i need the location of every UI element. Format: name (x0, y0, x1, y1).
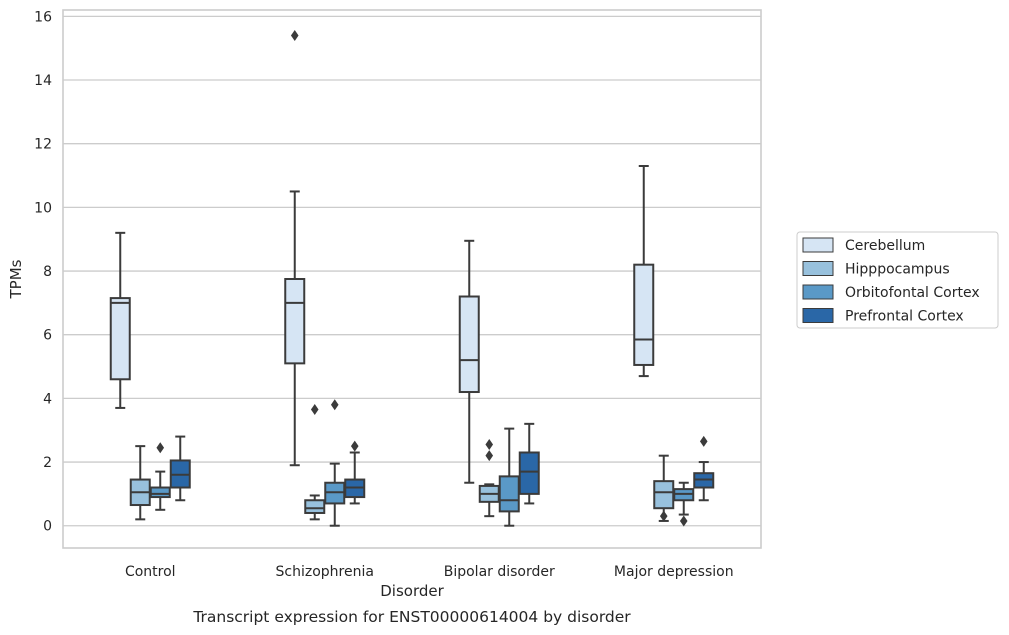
outlier-point (310, 404, 319, 416)
box-prefrontal-cortex (344, 440, 366, 505)
y-tick-label: 4 (43, 391, 52, 407)
x-tick-labels: Control Schizophrenia Bipolar disorder Majo… (125, 564, 734, 580)
legend: Cerebellum Hipppocampus Orbitofontal Corte… (796, 231, 999, 329)
outlier-point (485, 439, 494, 451)
x-tick-label: Schizophrenia (276, 564, 374, 580)
box-cerebellum (109, 231, 131, 409)
box-orbitofontal-cortex (673, 481, 695, 527)
box-orbitofontal-cortex (149, 442, 171, 511)
y-axis-label: TPMs (7, 259, 25, 299)
box-iqr (498, 475, 520, 513)
legend-label: Prefrontal Cortex (845, 309, 964, 325)
y-tick-label: 2 (43, 455, 52, 471)
y-tick-label: 8 (43, 264, 52, 280)
y-tick-label: 12 (34, 137, 52, 153)
legend-label: Hipppocampus (845, 262, 950, 278)
y-tick-labels: 0 2 4 6 8 10 12 14 16 (34, 9, 52, 534)
legend-swatch (802, 308, 834, 323)
outlier-point (485, 450, 494, 462)
y-tick-label: 16 (34, 9, 52, 25)
box-iqr (633, 263, 655, 366)
x-tick-label: Major depression (614, 564, 734, 580)
plot-frame (62, 9, 762, 549)
y-tick-label: 14 (34, 73, 52, 89)
box-iqr (109, 297, 131, 381)
box-iqr (518, 451, 540, 495)
box-orbitofontal-cortex (324, 399, 346, 527)
legend-label: Cerebellum (845, 238, 925, 254)
box-iqr (653, 480, 675, 510)
box-prefrontal-cortex (693, 435, 715, 502)
x-tick-label: Bipolar disorder (444, 564, 555, 580)
legend-swatch (802, 284, 834, 300)
box-cerebellum (458, 239, 480, 484)
box-hipppocampus (653, 454, 675, 522)
y-tick-label: 6 (43, 328, 52, 344)
outlier-point (290, 29, 299, 41)
box-hipppocampus (304, 404, 326, 521)
chart-caption: Transcript expression for ENST0000061400… (192, 608, 631, 626)
outlier-point (350, 440, 359, 452)
outlier-point (699, 435, 708, 447)
x-axis-label: Disorder (380, 582, 444, 600)
legend-label: Orbitofontal Cortex (845, 285, 980, 301)
outlier-point (659, 510, 668, 522)
box-hipppocampus (478, 439, 500, 518)
legend-swatch (802, 237, 834, 253)
legend-frame (796, 231, 999, 329)
box-iqr (458, 295, 480, 394)
box-iqr (304, 499, 326, 514)
box-prefrontal-cortex (518, 422, 540, 505)
box-orbitofontal-cortex (498, 427, 520, 527)
y-tick-label: 0 (43, 519, 52, 535)
gridlines (63, 15, 761, 527)
box-hipppocampus (129, 445, 151, 521)
x-tick-label: Control (125, 564, 176, 580)
box-iqr (149, 486, 171, 499)
legend-swatch (802, 261, 834, 276)
boxes (109, 29, 715, 527)
outlier-point (330, 399, 339, 411)
box-cerebellum (284, 29, 306, 467)
outlier-point (679, 515, 688, 527)
outlier-point (156, 442, 165, 454)
box-iqr (284, 278, 306, 365)
y-tick-label: 10 (34, 200, 52, 216)
box-prefrontal-cortex (169, 435, 191, 502)
box-cerebellum (633, 164, 655, 378)
